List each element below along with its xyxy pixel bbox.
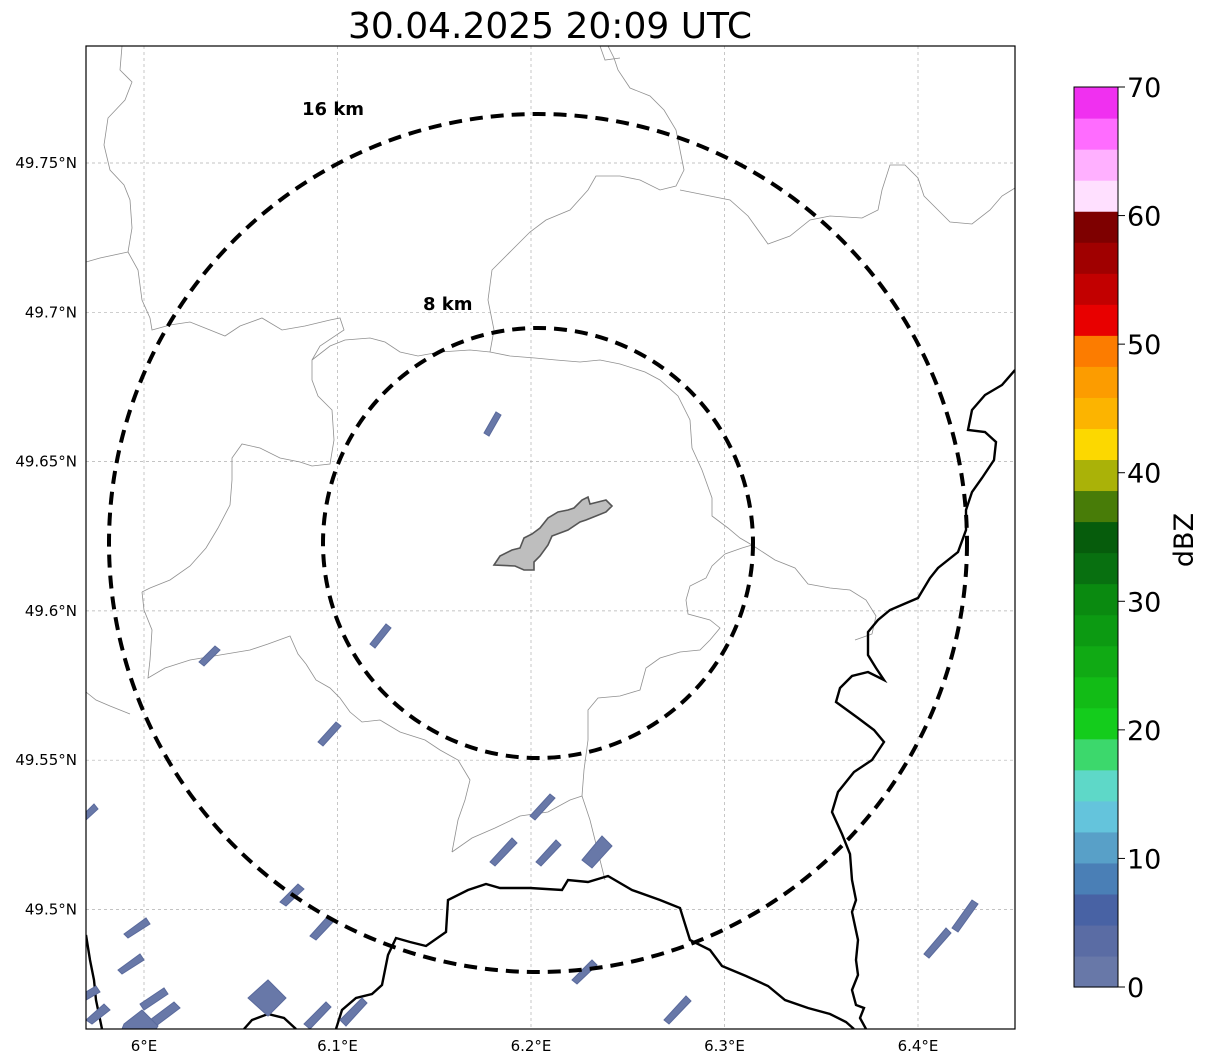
colorbar-swatch xyxy=(1074,614,1118,647)
colorbar-swatch xyxy=(1074,490,1118,523)
echo-cell xyxy=(529,793,556,821)
city-area xyxy=(492,495,614,571)
colorbar-swatch xyxy=(1074,428,1118,461)
colorbar-swatch xyxy=(1074,242,1118,274)
colorbar-swatch xyxy=(1074,831,1118,864)
colorbar-swatch xyxy=(1074,676,1118,709)
map-title: 30.04.2025 20:09 UTC xyxy=(348,6,752,47)
colorbar-swatch xyxy=(1074,459,1118,492)
echo-cell xyxy=(247,979,287,1017)
colorbar-swatch xyxy=(1074,893,1118,926)
echo-cell xyxy=(121,1009,159,1029)
colorbar-swatches xyxy=(1074,87,1118,988)
colorbar-label: dBZ xyxy=(1169,513,1200,567)
colorbar-swatch xyxy=(1074,118,1118,150)
colorbar-swatch xyxy=(1074,397,1118,429)
lat-tick-label: 49.75°N xyxy=(15,154,77,172)
echo-cell xyxy=(369,623,392,649)
range-ring-16km xyxy=(107,112,969,974)
colorbar-swatch xyxy=(1074,645,1118,678)
echo-cell xyxy=(86,1003,111,1025)
colorbar-swatch xyxy=(1074,738,1118,771)
colorbar-frame xyxy=(1073,86,1119,988)
range-ring-label-8km: 8 km xyxy=(423,294,473,315)
echo-cell xyxy=(139,987,169,1011)
echo-cell xyxy=(951,899,979,933)
echo-cell xyxy=(663,995,692,1025)
colorbar-swatch xyxy=(1074,583,1118,616)
longitude-axis: 6°E 6.1°E 6.2°E 6.3°E 6.4°E xyxy=(131,1037,939,1055)
map-panel: 16 km 8 km 6°E 6.1°E 6.2°E 6.3°E 6.4°E 49.75… xyxy=(15,45,1016,1055)
colorbar-swatch xyxy=(1074,800,1118,833)
range-ring-label-16km: 16 km xyxy=(302,99,364,120)
colorbar-tick-label: 40 xyxy=(1127,459,1161,490)
colorbar-swatch xyxy=(1074,304,1118,336)
echo-cell xyxy=(489,837,518,867)
colorbar-swatch xyxy=(1074,211,1118,243)
echo-cell xyxy=(198,645,221,667)
colorbar-swatch xyxy=(1074,149,1118,181)
echo-cell xyxy=(317,721,342,747)
latitude-axis: 49.75°N 49.7°N 49.65°N 49.6°N 49.55°N 49.5°N xyxy=(15,154,77,919)
colorbar-swatch xyxy=(1074,180,1118,212)
colorbar-tick-label: 10 xyxy=(1127,844,1161,875)
lat-tick-label: 49.55°N xyxy=(15,751,77,769)
radar-echoes xyxy=(86,411,979,1029)
colorbar-swatch xyxy=(1074,769,1118,802)
lat-tick-label: 49.6°N xyxy=(25,602,77,620)
colorbar-swatch xyxy=(1074,862,1118,895)
colorbar-swatch xyxy=(1074,87,1118,119)
admin-boundaries xyxy=(86,46,1015,881)
echo-cell xyxy=(86,803,99,821)
echo-cell xyxy=(483,411,502,437)
colorbar-tick-label: 30 xyxy=(1127,587,1161,618)
colorbar-swatch xyxy=(1074,552,1118,585)
colorbar-swatch xyxy=(1074,707,1118,740)
colorbar-tick-label: 70 xyxy=(1127,73,1161,104)
colorbar-swatch xyxy=(1074,521,1118,554)
echo-cell xyxy=(339,997,368,1027)
colorbar-tick-label: 20 xyxy=(1127,716,1161,747)
echo-cell xyxy=(571,959,598,985)
colorbar-swatch xyxy=(1074,955,1118,988)
lon-tick-label: 6.4°E xyxy=(898,1037,939,1055)
colorbar-swatch xyxy=(1074,366,1118,398)
range-rings xyxy=(107,112,969,974)
colorbar-tick-label: 60 xyxy=(1127,202,1161,233)
colorbar-swatch xyxy=(1074,273,1118,305)
colorbar-tick-label: 0 xyxy=(1127,973,1144,1004)
echo-cell xyxy=(117,953,145,975)
range-ring-8km xyxy=(321,326,755,760)
lat-tick-label: 49.65°N xyxy=(15,453,77,471)
colorbar-ticks: 0 10 20 30 40 50 60 70 xyxy=(1118,73,1161,1004)
echo-cell xyxy=(303,1001,332,1029)
lon-tick-label: 6°E xyxy=(131,1037,158,1055)
echo-cell xyxy=(123,917,151,939)
echo-cell xyxy=(86,985,101,1001)
colorbar-swatch xyxy=(1074,335,1118,367)
lon-tick-label: 6.3°E xyxy=(704,1037,745,1055)
lon-tick-label: 6.1°E xyxy=(317,1037,358,1055)
colorbar-tick-label: 50 xyxy=(1127,330,1161,361)
lat-tick-label: 49.7°N xyxy=(25,303,77,321)
colorbar: 0 10 20 30 40 50 60 70 dBZ xyxy=(1073,73,1200,1004)
lat-tick-label: 49.5°N xyxy=(25,901,77,919)
echo-cell xyxy=(581,835,613,869)
map-frame xyxy=(85,45,1016,1030)
colorbar-swatch xyxy=(1074,924,1118,957)
echo-cell xyxy=(923,927,952,959)
gridlines xyxy=(86,46,1015,1029)
echo-cell xyxy=(535,839,562,867)
lon-tick-label: 6.2°E xyxy=(511,1037,552,1055)
